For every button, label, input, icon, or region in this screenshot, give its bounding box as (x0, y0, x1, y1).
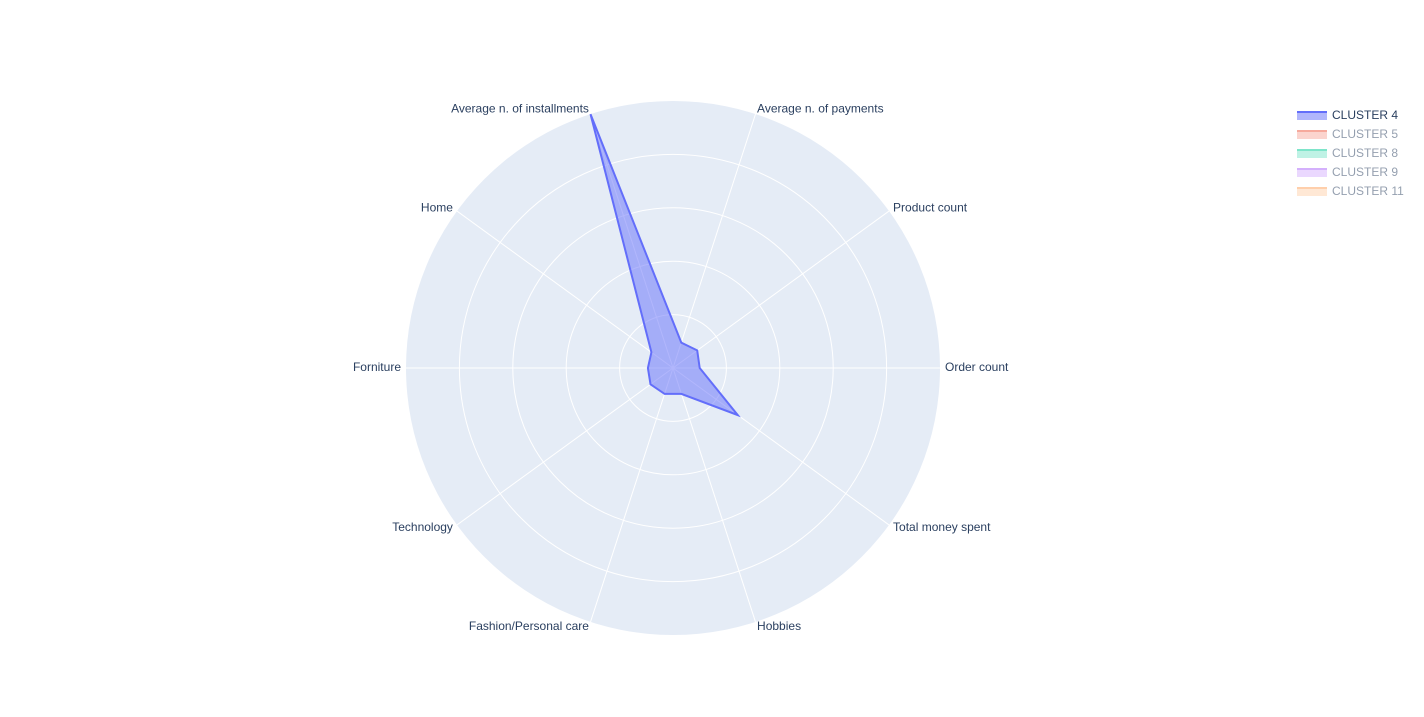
spoke (672, 367, 756, 623)
legend-label: CLUSTER 8 (1332, 146, 1398, 160)
spoke (672, 113, 756, 369)
spoke (456, 367, 674, 526)
axis-label: Hobbies (757, 619, 801, 633)
legend-swatch (1297, 169, 1327, 177)
spoke (672, 210, 890, 369)
axis-label: Total money spent (893, 520, 991, 534)
legend-swatch (1297, 188, 1327, 196)
axis-label: Average n. of installments (451, 101, 589, 115)
legend-label: CLUSTER 11 (1332, 184, 1404, 198)
legend-item[interactable]: CLUSTER 9 (1297, 165, 1398, 179)
axis-label: Technology (392, 520, 453, 534)
spoke (590, 367, 674, 623)
axis-label: Order count (945, 360, 1009, 374)
legend-label: CLUSTER 4 (1332, 108, 1398, 122)
legend-label: CLUSTER 9 (1332, 165, 1398, 179)
legend-swatch (1297, 112, 1327, 120)
legend-item[interactable]: CLUSTER 5 (1297, 127, 1398, 141)
legend-item[interactable]: CLUSTER 8 (1297, 146, 1398, 160)
axis-label: Fashion/Personal care (469, 619, 589, 633)
radar-area (589, 113, 741, 418)
legend-item[interactable]: CLUSTER 4 (1297, 108, 1398, 122)
axis-label: Forniture (353, 360, 401, 374)
legend-label: CLUSTER 5 (1332, 127, 1398, 141)
legend-item[interactable]: CLUSTER 11 (1297, 184, 1404, 198)
spoke (456, 210, 674, 369)
axis-label: Home (421, 200, 453, 214)
axis-label: Product count (893, 200, 968, 214)
axis-label: Average n. of payments (757, 101, 884, 115)
legend-swatch (1297, 150, 1327, 158)
legend-swatch (1297, 131, 1327, 139)
